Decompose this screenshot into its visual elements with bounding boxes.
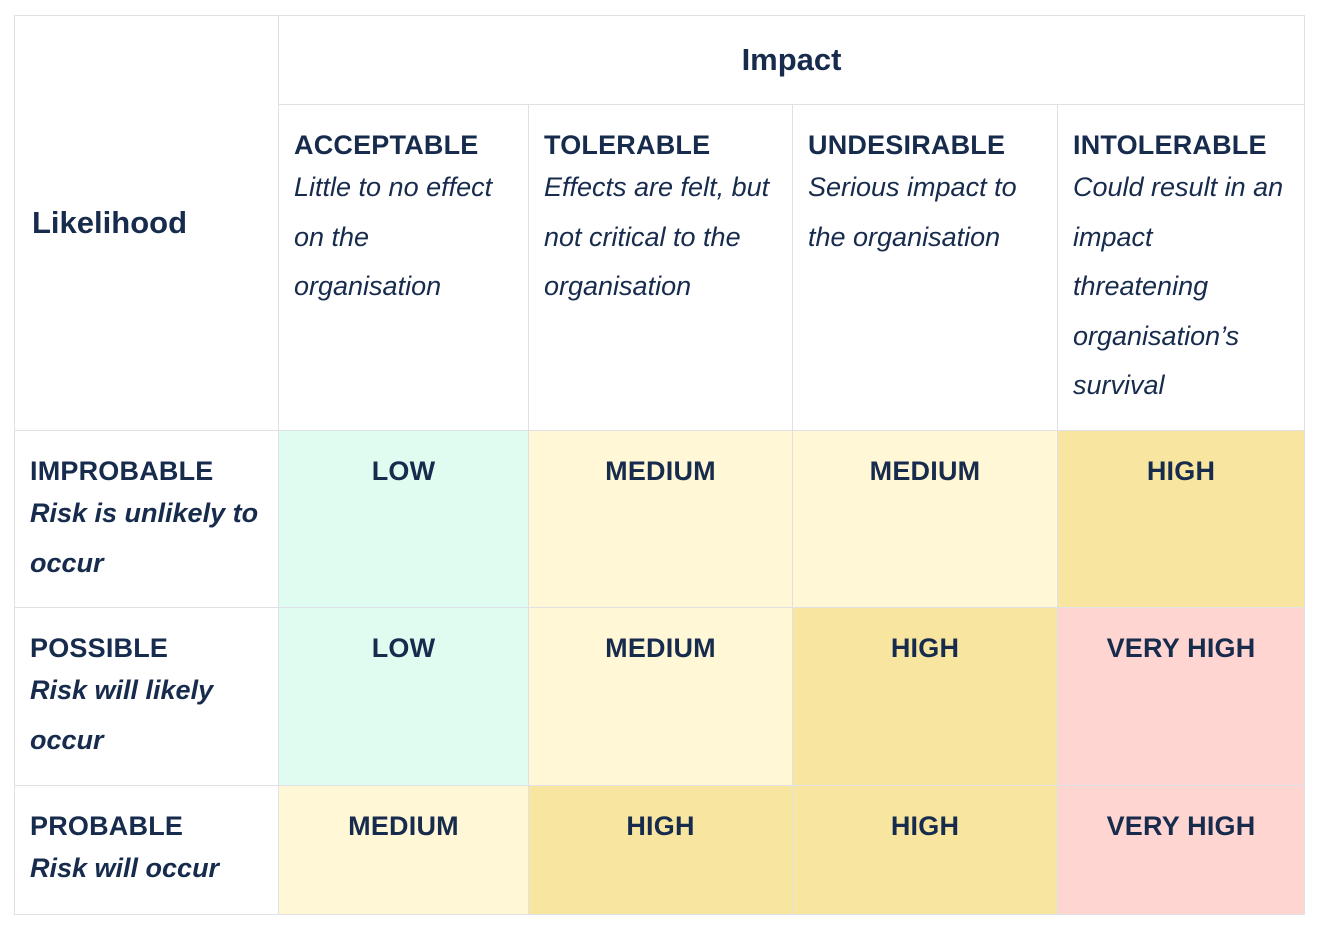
rating-cell: HIGH bbox=[792, 785, 1058, 915]
impact-level-acceptable: ACCEPTABLE Little to no effect on the or… bbox=[278, 104, 529, 431]
risk-matrix-table: Likelihood Impact ACCEPTABLE Little to n… bbox=[14, 15, 1306, 915]
likelihood-level-improbable: IMPROBABLE Risk is unlikely to occur bbox=[14, 430, 279, 608]
likelihood-level-name: POSSIBLE bbox=[30, 633, 169, 663]
impact-level-description: Serious impact to the organisation bbox=[808, 172, 1017, 252]
likelihood-level-description: Risk will occur bbox=[30, 853, 220, 883]
impact-level-tolerable: TOLERABLE Effects are felt, but not crit… bbox=[528, 104, 793, 431]
rating-cell: MEDIUM bbox=[528, 430, 793, 608]
rating-cell: VERY HIGH bbox=[1056, 785, 1306, 915]
impact-level-name: INTOLERABLE bbox=[1073, 130, 1267, 160]
likelihood-level-name: PROBABLE bbox=[30, 811, 184, 841]
impact-level-description: Effects are felt, but not critical to th… bbox=[544, 172, 770, 301]
likelihood-level-probable: PROBABLE Risk will occur bbox=[14, 785, 279, 915]
rating-cell: MEDIUM bbox=[792, 430, 1058, 608]
table-row-probable: PROBABLE Risk will occur MEDIUM HIGH HIG… bbox=[14, 785, 1306, 915]
impact-level-name: UNDESIRABLE bbox=[808, 130, 1006, 160]
table-row-improbable: IMPROBABLE Risk is unlikely to occur LOW… bbox=[14, 430, 1306, 608]
header-row-impact: Likelihood Impact bbox=[14, 15, 1306, 431]
rating-cell: LOW bbox=[278, 607, 529, 786]
rating-cell: HIGH bbox=[1056, 430, 1306, 608]
likelihood-level-possible: POSSIBLE Risk will likely occur bbox=[14, 607, 279, 786]
impact-level-intolerable: INTOLERABLE Could result in an impact th… bbox=[1056, 104, 1306, 431]
rating-cell: LOW bbox=[278, 430, 529, 608]
likelihood-level-description: Risk is unlikely to occur bbox=[30, 498, 259, 578]
likelihood-level-name: IMPROBABLE bbox=[30, 456, 214, 486]
rating-cell: MEDIUM bbox=[528, 607, 793, 786]
rating-cell: HIGH bbox=[528, 785, 793, 915]
impact-level-undesirable: UNDESIRABLE Serious impact to the organi… bbox=[792, 104, 1058, 431]
likelihood-header: Likelihood bbox=[14, 15, 279, 431]
impact-level-description: Could result in an impact threatening or… bbox=[1073, 172, 1284, 400]
impact-level-description: Little to no effect on the organisation bbox=[294, 172, 493, 301]
impact-level-name: TOLERABLE bbox=[544, 130, 711, 160]
rating-cell: MEDIUM bbox=[278, 785, 529, 915]
likelihood-level-description: Risk will likely occur bbox=[30, 675, 214, 755]
impact-level-name: ACCEPTABLE bbox=[294, 130, 479, 160]
rating-cell: HIGH bbox=[792, 607, 1058, 786]
rating-cell: VERY HIGH bbox=[1056, 607, 1306, 786]
header-row-impact-levels: ACCEPTABLE Little to no effect on the or… bbox=[15, 104, 1306, 431]
impact-header: Impact bbox=[277, 15, 1306, 105]
table-row-possible: POSSIBLE Risk will likely occur LOW MEDI… bbox=[14, 607, 1306, 786]
